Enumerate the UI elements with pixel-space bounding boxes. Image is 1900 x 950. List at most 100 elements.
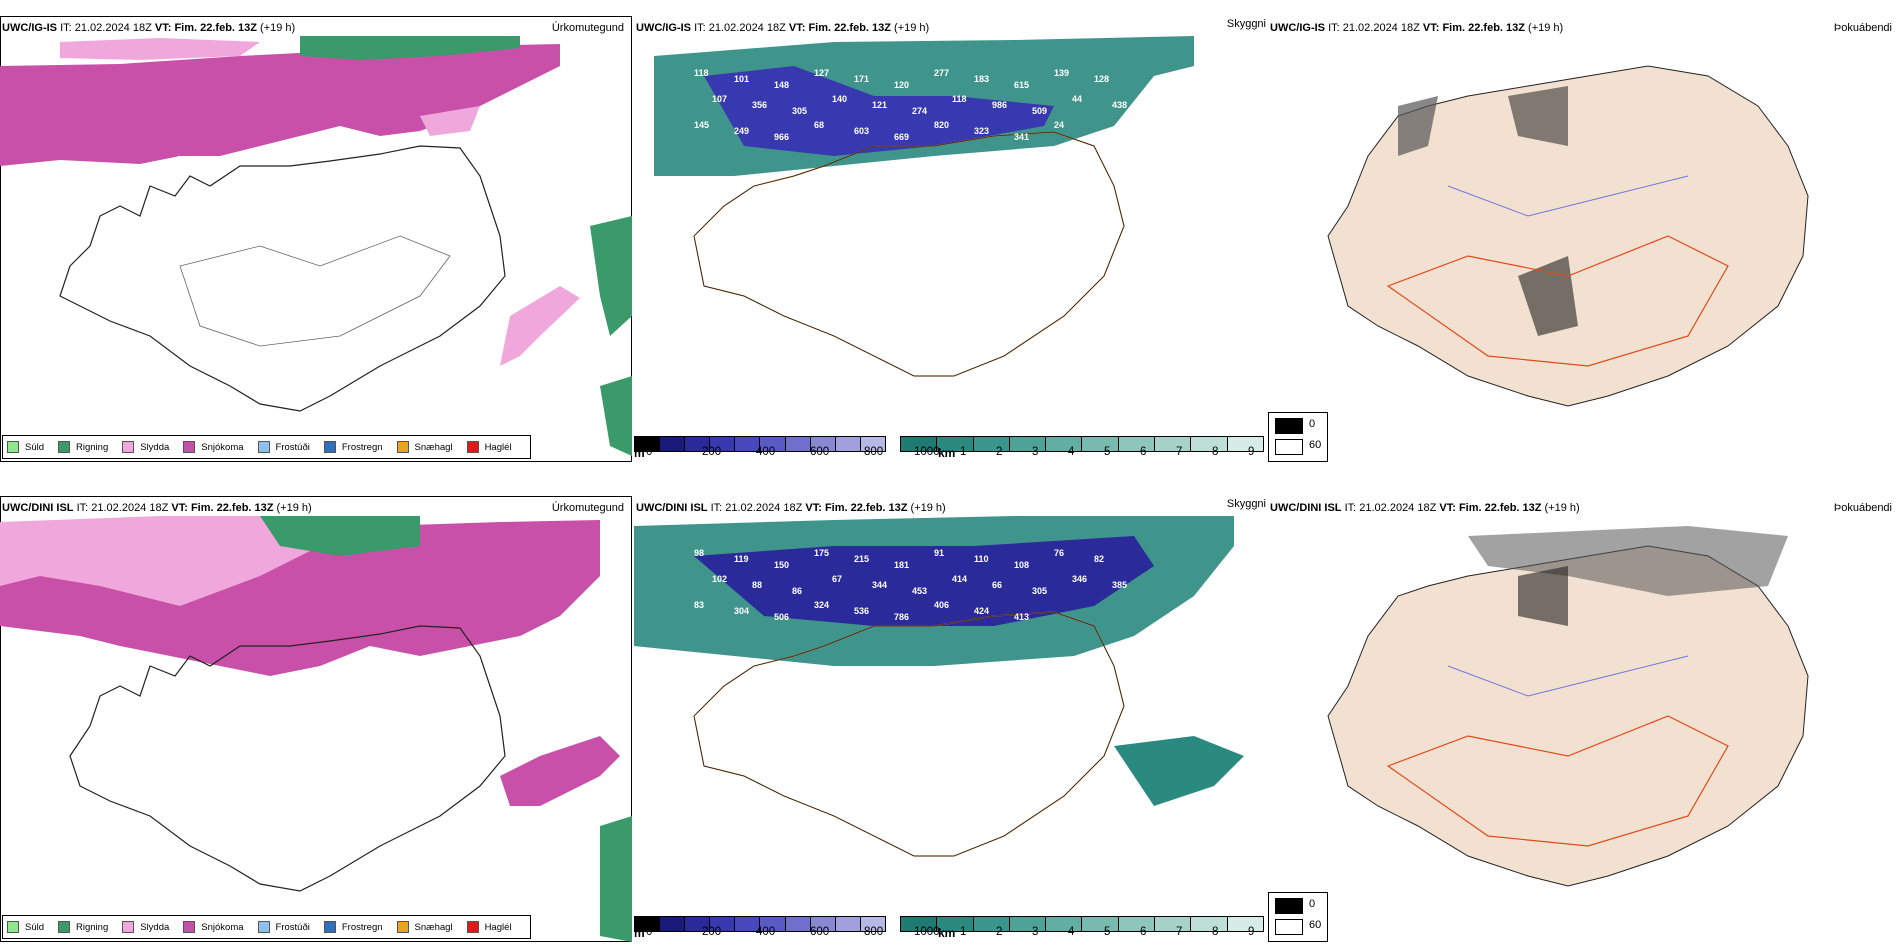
visibility-value-label: 344 [872,580,887,590]
vt-label: VT: [1439,502,1456,514]
visibility-value-label: 88 [752,580,762,590]
legend-label: Rigning [76,921,109,933]
coastline [693,611,1125,857]
rain-area [600,376,632,456]
it-label: IT: [60,22,72,34]
legend-swatch [323,441,336,453]
fog-dark-area [1518,256,1578,336]
legend-label: 0 [1309,898,1316,910]
legend-swatch [323,921,336,933]
legend-item: Snæhagl [396,921,453,933]
fog-legend: 0 60 [1268,412,1328,462]
legend-label: Haglél [484,921,512,933]
legend-swatch [1275,919,1303,935]
visibility-value-label: 786 [894,612,909,622]
vt-value: Fim. 22.feb. 13Z [1458,502,1542,514]
visibility-value-label: 150 [774,560,789,570]
it-label: IT: [710,502,723,514]
legend-item: Haglél [466,921,512,933]
rain-area [300,36,520,60]
legend-label: Snæhagl [414,921,453,933]
unit-km: km [938,446,956,460]
visibility-labels: 98 119 150 175 215 181 91 110 108 76 82 102 88 86 67 34… [694,548,1127,622]
legend-swatch [7,921,19,933]
fog-dark-area [1398,96,1438,156]
river [1447,175,1689,217]
legend-label: Snæhagl [414,441,453,453]
precip-legend: Súld Rigning Slydda Snjókoma Frostúði Fr… [2,435,531,459]
legend-swatch [396,921,409,933]
legend-label: 0 [1309,418,1316,430]
visibility-value-label: 139 [1054,68,1069,78]
vis-bar-m [634,436,886,452]
legend-item: Frostregn [323,921,383,933]
fog-legend: 0 60 [1268,892,1328,942]
legend-label: Rigning [76,441,109,453]
legend-item: Slydda [122,921,169,933]
visibility-map: 98 119 150 175 215 181 91 110 108 76 82 102 88 86 67 34… [634,516,1244,857]
panel-visibility-dini: UWC/DINI ISL IT: 21.02.2024 18Z VT: Fim.… [634,480,1268,950]
visibility-value-label: 509 [1032,106,1047,116]
it-value: 21.02.2024 18Z [91,502,169,514]
visibility-value-label: 118 [952,94,967,104]
model-name: UWC/DINI ISL [2,502,74,514]
panel-title: Þokuábendi [1833,502,1892,514]
legend-label: Snjókoma [201,921,244,933]
vis-bar-m [634,916,886,932]
it-value: 21.02.2024 18Z [708,22,786,34]
panel-title: Skyggni [1226,498,1266,510]
lead-time: (+19 h) [1528,22,1564,34]
visibility-value-label: 127 [814,68,829,78]
visibility-value-label: 110 [974,554,989,564]
rain-area [260,516,420,556]
river [1447,655,1689,697]
sleet-area [60,38,260,60]
visibility-value-label: 274 [912,106,927,116]
visibility-value-label: 536 [854,606,869,616]
legend-label: 60 [1309,919,1322,931]
legend-label: 60 [1309,439,1322,451]
legend-label: Snjókoma [201,441,244,453]
model-name: UWC/DINI ISL [1270,502,1342,514]
it-value: 21.02.2024 18Z [1342,22,1420,34]
visibility-value-label: 108 [1014,560,1029,570]
vis-bar-km [900,916,1264,932]
visibility-value-label: 324 [814,600,829,610]
visibility-value-label: 120 [894,80,909,90]
visibility-value-label: 277 [934,68,949,78]
visibility-value-label: 24 [1054,120,1064,130]
visibility-value-label: 966 [774,132,789,142]
vt-label: VT: [1422,22,1440,34]
lead-time: (+19 h) [894,22,930,34]
visibility-value-label: 438 [1112,100,1127,110]
visibility-value-label: 119 [734,554,749,564]
legend-label: Frostúði [275,441,310,453]
legend-swatch [466,921,479,933]
panel-header: UWC/DINI ISL IT: 21.02.2024 18Z VT: Fim.… [636,502,946,514]
visibility-value-label: 66 [992,580,1002,590]
legend-swatch [1275,418,1303,434]
sleet-area [500,286,580,366]
visibility-value-label: 101 [734,74,749,84]
panel-header: UWC/IG-IS IT: 21.02.2024 18Z VT: Fim. 22… [2,22,295,34]
sleet-area [0,516,320,606]
visibility-value-label: 669 [894,132,909,142]
visibility-value-label: 83 [694,600,704,610]
legend-item: Rigning [58,441,108,453]
visibility-value-label: 603 [854,126,869,136]
teal-visibility-area [1114,736,1244,806]
model-name: UWC/DINI ISL [636,502,708,514]
precip-map [0,516,632,942]
panel-title: Úrkomutegund [551,502,624,514]
visibility-value-label: 183 [974,74,989,84]
legend-item: Súld [7,441,44,453]
panel-fog-igis: UWC/IG-IS IT: 21.02.2024 18Z VT: Fim. 22… [1268,0,1900,470]
visibility-value-label: 385 [1112,580,1127,590]
visibility-value-label: 67 [832,574,842,584]
legend-item: Frostúði [257,441,310,453]
panel-precip-type-dini: UWC/DINI ISL IT: 21.02.2024 18Z VT: Fim.… [0,480,634,950]
legend-swatch [257,921,270,933]
visibility-value-label: 615 [1014,80,1029,90]
visibility-value-label: 323 [974,126,989,136]
legend-item: Slydda [122,441,169,453]
